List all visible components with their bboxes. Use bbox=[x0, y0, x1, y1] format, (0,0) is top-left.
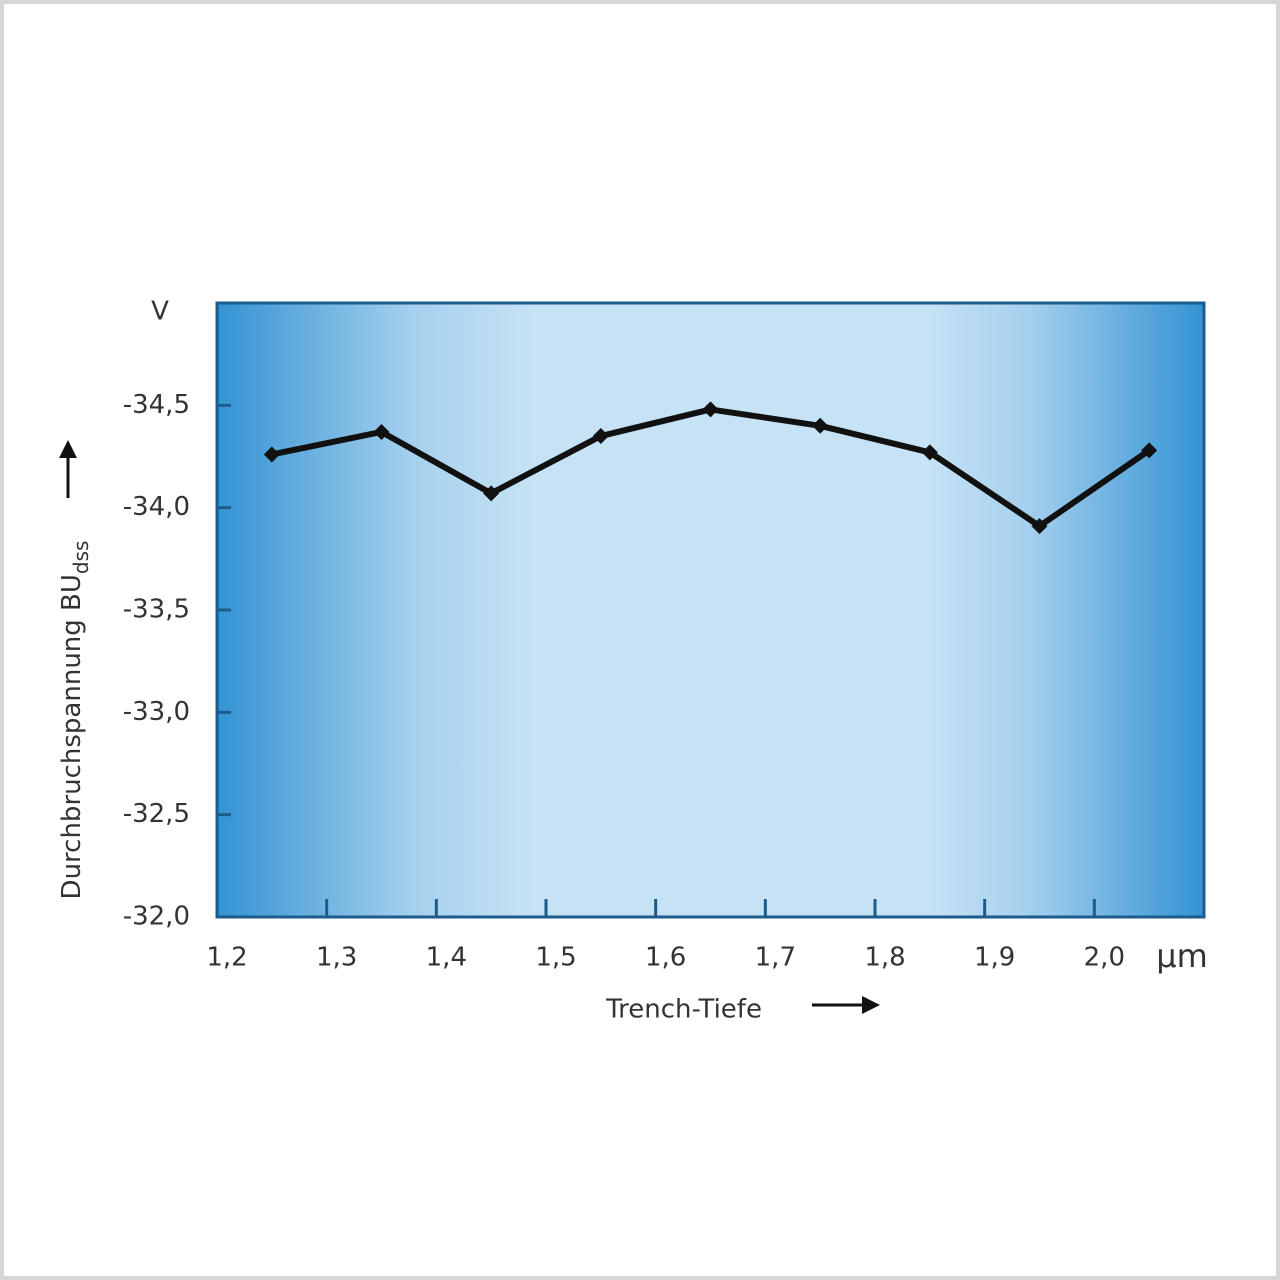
data-point bbox=[373, 423, 390, 440]
x-tick-label: 1,6 bbox=[645, 943, 686, 973]
data-point bbox=[1141, 442, 1158, 459]
y-tick-label: -33,5 bbox=[123, 595, 190, 625]
data-point bbox=[702, 401, 719, 418]
y-tick-label: -33,0 bbox=[123, 697, 190, 727]
x-unit: µm bbox=[1156, 937, 1208, 975]
x-arrow bbox=[812, 996, 880, 1014]
y-label: Durchbruchspannung BUdss bbox=[57, 541, 93, 900]
data-point bbox=[1031, 518, 1048, 535]
x-tick-label: 1,5 bbox=[535, 943, 576, 973]
x-tick-label: 1,9 bbox=[974, 943, 1015, 973]
y-arrow bbox=[59, 440, 77, 498]
data-point bbox=[921, 444, 938, 461]
x-tick-label: 1,3 bbox=[316, 943, 357, 973]
x-label: Trench-Tiefe bbox=[605, 995, 762, 1025]
plot-area bbox=[215, 301, 1206, 919]
y-label-main: Durchbruchspannung BU bbox=[57, 574, 87, 899]
x-tick-label: 1,4 bbox=[426, 943, 467, 973]
x-tick-label: 1,2 bbox=[206, 943, 247, 973]
data-point bbox=[812, 417, 829, 434]
y-label-subscript: dss bbox=[69, 541, 93, 575]
x-tick-label: 2,0 bbox=[1084, 943, 1125, 973]
y-tick-label: -34,0 bbox=[123, 492, 190, 522]
y-unit: V bbox=[151, 297, 169, 327]
data-point bbox=[592, 428, 609, 445]
y-tick-label: -32,5 bbox=[123, 799, 190, 829]
y-tick-label: -32,0 bbox=[123, 902, 190, 932]
x-tick-label: 1,8 bbox=[864, 943, 905, 973]
y-tick-label: -34,5 bbox=[123, 390, 190, 420]
data-point bbox=[483, 485, 500, 502]
data-point bbox=[263, 446, 280, 463]
x-tick-label: 1,7 bbox=[755, 943, 796, 973]
